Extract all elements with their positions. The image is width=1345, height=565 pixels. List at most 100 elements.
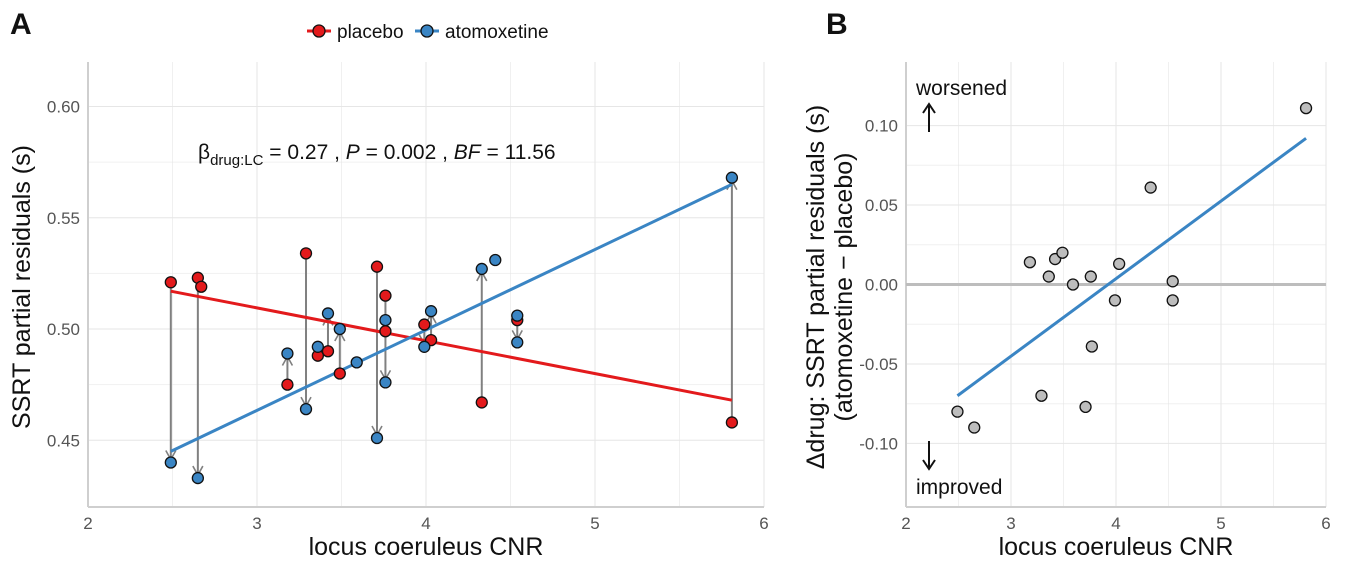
point-atomoxetine (281, 347, 294, 360)
point-atomoxetine (475, 262, 488, 276)
point-placebo (333, 367, 346, 380)
bf-value: = 11.56 (481, 141, 556, 164)
point-delta (1035, 389, 1048, 402)
y-tick-label: 0.45 (47, 431, 80, 450)
point-delta (1084, 270, 1097, 283)
panel-label-a: A (10, 8, 32, 41)
y-axis-subtitle-b: (atomoxetine − placebo) (830, 153, 858, 422)
x-tick-label: 4 (1111, 514, 1120, 533)
beta-symbol: β (198, 141, 210, 164)
p-label: P (346, 141, 360, 164)
point-delta (1144, 181, 1157, 194)
x-tick-label: 4 (421, 514, 430, 533)
point-delta (1066, 278, 1080, 291)
y-tick-label: 0.10 (865, 117, 898, 136)
point-placebo (475, 396, 488, 409)
point-atomoxetine (424, 305, 438, 318)
point-atomoxetine (489, 253, 502, 267)
grid-a (87, 62, 765, 507)
point-delta (1166, 294, 1179, 307)
fit-line-atomoxetine (170, 183, 733, 453)
x-tick-label: 3 (252, 514, 261, 533)
point-atomoxetine (379, 313, 392, 327)
y-tick-label: 0.60 (47, 98, 80, 117)
point-placebo (379, 325, 392, 338)
annotation-worsened: worsened (915, 77, 1007, 100)
beta-value: = 0.27 , (263, 141, 345, 164)
annotation-improved: improved (916, 476, 1002, 499)
panel-label-b: B (826, 8, 848, 41)
point-delta (1023, 256, 1037, 269)
point-delta (1166, 275, 1179, 288)
x-tick-label: 2 (901, 514, 910, 533)
point-delta (1085, 340, 1098, 353)
axes-a (87, 62, 764, 508)
point-placebo (418, 318, 431, 331)
y-tick-label: 0.50 (47, 320, 80, 339)
x-tick-label: 5 (590, 514, 599, 533)
point-atomoxetine (418, 340, 431, 353)
x-tick-label: 2 (83, 514, 92, 533)
x-tick-label: 6 (1321, 514, 1330, 533)
point-placebo (281, 378, 294, 391)
legend-marker-atomoxetine (420, 24, 434, 38)
point-delta (951, 405, 964, 418)
point-placebo (164, 276, 177, 289)
point-atomoxetine (321, 307, 335, 320)
point-atomoxetine (191, 471, 205, 485)
y-tick-label: 0.55 (47, 209, 80, 228)
tick-labels-b: 2 3 4 5 6 -0.10 -0.05 0.00 0.05 0.10 (859, 117, 1330, 533)
point-atomoxetine (725, 171, 739, 184)
legend-marker-placebo (312, 24, 326, 38)
panel-b: B 2 3 4 5 6 -0.10 -0.05 0.00 0.05 0.10 worsened i… (802, 8, 1331, 561)
point-atomoxetine (370, 431, 384, 445)
point-delta (1113, 257, 1126, 270)
p-value: = 0.002 , (360, 141, 454, 164)
point-atomoxetine (299, 402, 313, 416)
point-placebo (725, 416, 739, 429)
point-atomoxetine (511, 336, 524, 349)
x-tick-label: 3 (1006, 514, 1015, 533)
point-atomoxetine (311, 340, 324, 353)
point-delta (968, 421, 981, 434)
y-tick-label: 0.00 (865, 276, 898, 295)
point-atomoxetine (164, 456, 177, 469)
y-tick-label: -0.05 (859, 355, 898, 374)
x-axis-title-b: locus coeruleus CNR (999, 533, 1234, 561)
legend-label-atomoxetine: atomoxetine (445, 22, 549, 43)
fit-line-b (956, 137, 1307, 397)
stats-annotation: βdrug:LC = 0.27 , P = 0.002 , BF = 11.56 (198, 141, 556, 169)
point-placebo (379, 289, 392, 302)
x-tick-label: 6 (759, 514, 768, 533)
y-tick-label: -0.10 (859, 434, 898, 453)
arrow-down-icon (922, 441, 936, 471)
fit-line-placebo (170, 289, 733, 402)
point-placebo (321, 345, 335, 358)
point-delta (1079, 400, 1092, 414)
y-axis-title-a: SSRT partial residuals (s) (8, 145, 36, 429)
points-a (164, 171, 739, 485)
point-atomoxetine (333, 322, 346, 336)
x-axis-title-a: locus coeruleus CNR (309, 533, 544, 561)
points-b (951, 101, 1313, 434)
axes-b (905, 62, 1326, 508)
panel-a: A placebo atomoxetine 2 3 4 5 6 0.45 0.50 0.55 0… (8, 8, 769, 561)
point-delta (1299, 101, 1313, 115)
point-atomoxetine (379, 376, 392, 389)
point-delta (1042, 270, 1055, 283)
fit-line-delta (956, 137, 1307, 397)
legend: placebo atomoxetine (307, 22, 549, 43)
beta-subscript: drug:LC (210, 152, 264, 169)
x-tick-label: 5 (1216, 514, 1225, 533)
bf-label: BF (454, 141, 482, 164)
legend-label-placebo: placebo (337, 22, 404, 43)
point-atomoxetine (511, 309, 524, 322)
y-tick-label: 0.05 (865, 196, 898, 215)
point-delta (1108, 294, 1122, 307)
point-placebo (195, 280, 208, 293)
point-placebo (370, 260, 384, 273)
y-axis-title-b: Δdrug: SSRT partial residuals (s) (802, 105, 830, 470)
fit-lines-a (170, 183, 733, 453)
arrow-up-icon (922, 102, 936, 132)
